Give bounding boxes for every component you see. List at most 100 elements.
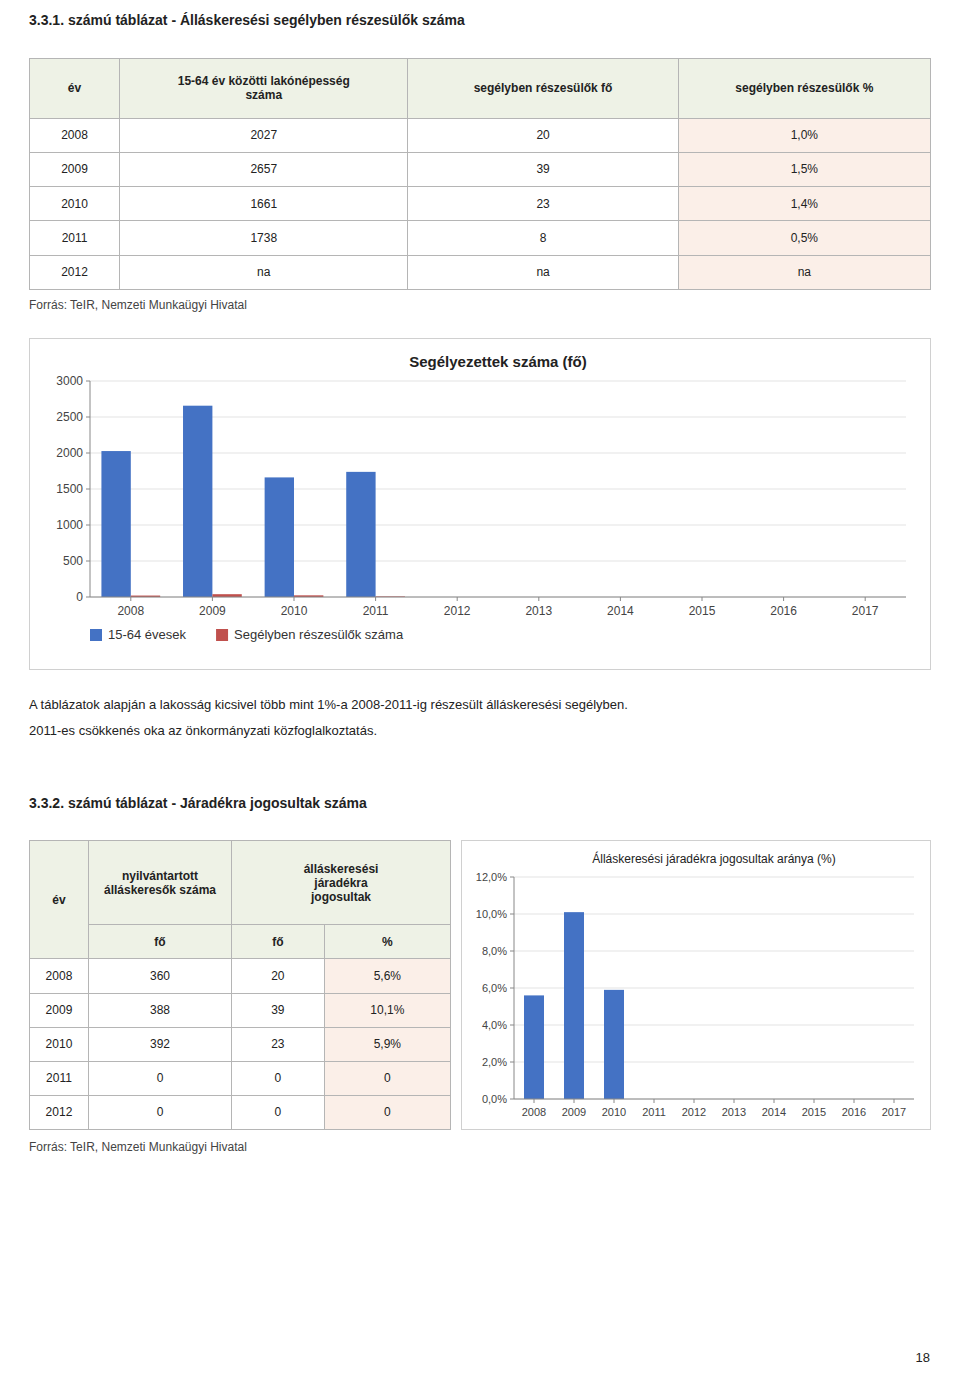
- chart-box: Segélyezettek száma (fő)0500100015002000…: [29, 338, 931, 670]
- tick-mark: [574, 1099, 575, 1103]
- table-cell: 0: [88, 1061, 231, 1095]
- table-cell: 1,4%: [678, 187, 930, 221]
- bar: [183, 406, 212, 597]
- table-header: %: [324, 925, 450, 959]
- table-header: év: [30, 59, 120, 119]
- tick-label: 3000: [56, 374, 83, 388]
- legend-label: Segélyben részesülők száma: [234, 627, 404, 642]
- tick-label: 2008: [117, 604, 144, 618]
- legend-label: 15-64 évesek: [108, 627, 187, 642]
- tick-label: 10,0%: [476, 908, 507, 920]
- table-cell: na: [678, 255, 930, 289]
- tick-mark: [734, 1099, 735, 1103]
- tick-mark: [212, 597, 213, 601]
- tick-mark: [130, 597, 131, 601]
- tick-label: 2016: [842, 1106, 866, 1118]
- y-axis: [514, 877, 515, 1099]
- tick-mark: [510, 988, 514, 989]
- chart: Segélyezettek száma (fő)0500100015002000…: [30, 339, 930, 669]
- tick-mark: [86, 453, 90, 454]
- tick-mark: [865, 597, 866, 601]
- tick-mark: [510, 877, 514, 878]
- table-cell: 2008: [30, 118, 120, 152]
- table-header: év: [30, 841, 89, 959]
- tick-mark: [654, 1099, 655, 1103]
- table-cell: 360: [88, 959, 231, 993]
- table-cell: na: [408, 255, 678, 289]
- tick-label: 2012: [682, 1106, 706, 1118]
- table-cell: 0: [324, 1061, 450, 1095]
- table-title: 3.3.2. számú táblázat - Járadékra jogosu…: [29, 795, 931, 811]
- table-cell: 392: [88, 1027, 231, 1061]
- table-cell: 2027: [120, 118, 408, 152]
- tick-mark: [510, 1062, 514, 1063]
- table-cell: 1,5%: [678, 152, 930, 186]
- tick-label: 2009: [199, 604, 226, 618]
- table-header: fő: [232, 925, 325, 959]
- table-cell: 2012: [30, 1095, 89, 1129]
- table-cell: 5,6%: [324, 959, 450, 993]
- table-cell: 10,1%: [324, 993, 450, 1027]
- chart-title: Álláskeresési járadékra jogosultak arány…: [592, 851, 835, 866]
- table-cell: 2657: [120, 152, 408, 186]
- tick-label: 2015: [689, 604, 716, 618]
- tick-mark: [814, 1099, 815, 1103]
- table-cell: 0,5%: [678, 221, 930, 255]
- tick-mark: [538, 597, 539, 601]
- table-cell: 39: [408, 152, 678, 186]
- tick-label: 2012: [444, 604, 471, 618]
- source: Forrás: TeIR, Nemzeti Munkaügyi Hivatal: [29, 1140, 451, 1154]
- table-cell: 23: [232, 1027, 325, 1061]
- tick-mark: [86, 489, 90, 490]
- tick-mark: [86, 417, 90, 418]
- legend-swatch: [216, 629, 228, 641]
- table-header: álláskeresési járadékra jogosultak: [232, 841, 451, 925]
- table-header: nyilvántartott álláskeresők száma: [88, 841, 231, 925]
- tick-label: 2011: [363, 604, 389, 618]
- table-cell: 8: [408, 221, 678, 255]
- table-cell: 2010: [30, 187, 120, 221]
- table-header: segélyben részesülők %: [678, 59, 930, 119]
- tick-label: 2013: [722, 1106, 746, 1118]
- tick-label: 2008: [522, 1106, 546, 1118]
- table-cell: 5,9%: [324, 1027, 450, 1061]
- tick-label: 2015: [802, 1106, 826, 1118]
- table-cell: 20: [408, 118, 678, 152]
- tick-label: 2010: [602, 1106, 626, 1118]
- table-cell: na: [120, 255, 408, 289]
- table-cell: 0: [232, 1095, 325, 1129]
- tick-label: 2016: [770, 604, 797, 618]
- tick-label: 1500: [56, 482, 83, 496]
- table-cell: 23: [408, 187, 678, 221]
- table-cell: 1,0%: [678, 118, 930, 152]
- tick-label: 1000: [56, 518, 83, 532]
- table-grid: év15-64 év közötti lakónépesség számaseg…: [29, 58, 931, 290]
- tick-mark: [86, 381, 90, 382]
- tick-mark: [86, 525, 90, 526]
- bar: [101, 451, 130, 597]
- source: Forrás: TeIR, Nemzeti Munkaügyi Hivatal: [29, 298, 931, 312]
- chart: Álláskeresési járadékra jogosultak arány…: [462, 841, 930, 1129]
- tick-mark: [510, 951, 514, 952]
- bar: [604, 990, 624, 1099]
- tick-label: 2013: [525, 604, 552, 618]
- tick-mark: [614, 1099, 615, 1103]
- table-grid: évnyilvántartott álláskeresők számaállás…: [29, 840, 451, 1130]
- tick-mark: [510, 1099, 514, 1100]
- tick-mark: [294, 597, 295, 601]
- bars: [524, 912, 624, 1099]
- table-cell: 2011: [30, 221, 120, 255]
- tick-label: 500: [63, 554, 83, 568]
- table-cell: 39: [232, 993, 325, 1027]
- table-cell: 2009: [30, 993, 89, 1027]
- tick-mark: [894, 1099, 895, 1103]
- bar: [564, 912, 584, 1099]
- tick-label: 2017: [852, 604, 879, 618]
- table-cell: 0: [88, 1095, 231, 1129]
- tick-label: 2500: [56, 410, 83, 424]
- tick-label: 4,0%: [482, 1019, 507, 1031]
- tick-mark: [510, 914, 514, 915]
- tick-label: 0,0%: [482, 1093, 507, 1105]
- chart-title: Segélyezettek száma (fő): [409, 353, 587, 370]
- table-cell: 2009: [30, 152, 120, 186]
